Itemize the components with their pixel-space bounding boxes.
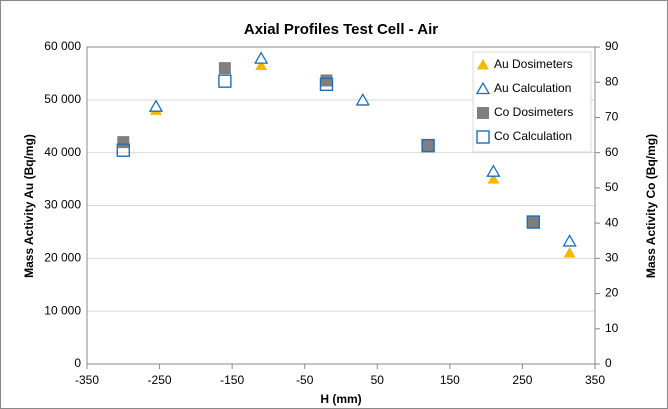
legend-marker	[477, 107, 489, 119]
y2-tick-label: 70	[605, 110, 619, 124]
legend-label: Co Dosimeters	[494, 105, 573, 119]
point	[486, 164, 501, 177]
x-tick-label: 150	[440, 373, 460, 387]
y-axis-label: Mass Activity Au (Bq/mg)	[22, 134, 36, 278]
y2-tick-label: 50	[605, 180, 619, 194]
y-tick-label: 50 000	[44, 92, 81, 106]
legend-label: Co Calculation	[494, 129, 572, 143]
x-tick-label: -50	[296, 373, 314, 387]
point	[355, 93, 370, 106]
y2-tick-label: 40	[605, 215, 619, 229]
point	[526, 215, 541, 229]
point	[320, 74, 333, 87]
point	[148, 99, 164, 112]
x-tick-label: 50	[371, 373, 385, 387]
legend-label: Au Dosimeters	[494, 57, 573, 71]
y2-tick-label: 60	[605, 145, 619, 159]
y2-tick-label: 90	[605, 39, 619, 53]
point	[117, 136, 130, 149]
point	[255, 59, 268, 70]
chart-title: Axial Profiles Test Cell - Air	[244, 21, 438, 38]
y2-tick-label: 30	[605, 251, 619, 265]
y-tick-label: 0	[74, 356, 81, 370]
x-tick-label: -150	[220, 373, 244, 387]
point	[487, 173, 500, 184]
legend-marker	[476, 130, 490, 144]
y2-tick-label: 80	[605, 74, 619, 88]
y-tick-label: 20 000	[44, 251, 81, 265]
y-tick-label: 30 000	[44, 198, 81, 212]
x-tick-label: 350	[585, 373, 605, 387]
y2-axis-label: Mass Activity Co (Bq/mg)	[644, 134, 658, 278]
point	[563, 247, 576, 258]
legend-marker	[477, 59, 489, 70]
y-tick-label: 60 000	[44, 39, 81, 53]
point	[218, 62, 231, 75]
y2-tick-label: 10	[605, 321, 619, 335]
x-axis-label: H (mm)	[320, 392, 361, 406]
point	[527, 216, 540, 229]
x-tick-label: -350	[75, 373, 99, 387]
point	[421, 138, 435, 153]
plot-area	[86, 46, 596, 365]
x-tick-label: 250	[512, 373, 532, 387]
y-tick-label: 10 000	[44, 303, 81, 317]
point	[319, 77, 334, 92]
point	[254, 51, 269, 64]
point	[422, 139, 435, 152]
y2-tick-label: 0	[605, 356, 612, 370]
x-tick-label: -250	[148, 373, 172, 387]
point	[218, 74, 232, 88]
y2-tick-label: 20	[605, 286, 619, 300]
y-tick-label: 40 000	[44, 145, 81, 159]
legend-marker	[475, 81, 491, 95]
point	[116, 143, 130, 157]
legend-label: Au Calculation	[494, 81, 571, 95]
point	[562, 234, 577, 247]
legend-box	[472, 51, 592, 153]
